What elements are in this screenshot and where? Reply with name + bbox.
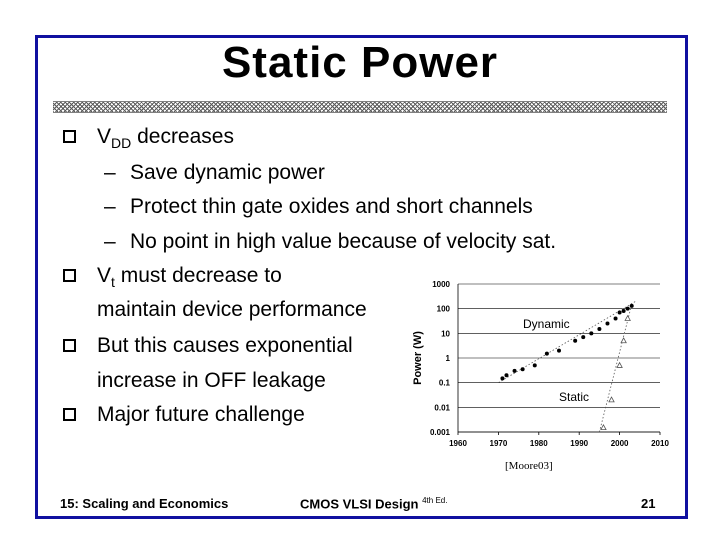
dynamic-data-point: [573, 338, 578, 343]
x-tick-label: 1980: [530, 439, 548, 448]
dash-glyph: –: [104, 195, 116, 218]
static-data-point: [624, 314, 631, 321]
dynamic-data-point: [512, 368, 517, 373]
dash-glyph: –: [104, 161, 116, 184]
x-tick-label: 1970: [490, 439, 508, 448]
static-data-point: [600, 424, 607, 431]
bullet-exponential-continuation: increase in OFF leakage: [97, 369, 326, 392]
slide-title: Static Power: [221, 38, 499, 87]
dynamic-data-point: [617, 310, 622, 315]
citation: [Moore03]: [505, 460, 553, 472]
title-divider: [53, 101, 667, 113]
y-tick-label: 100: [437, 305, 451, 314]
bullet-future-challenge: Major future challenge: [97, 403, 305, 426]
bullet-box-icon: [63, 269, 76, 282]
y-tick-label: 1: [446, 354, 451, 363]
static-data-point: [608, 396, 615, 403]
x-tick-label: 2010: [651, 439, 669, 448]
dynamic-annotation: Dynamic: [523, 317, 570, 331]
dynamic-data-point: [605, 321, 610, 326]
footer-course: CMOS VLSI Design 4th Ed.: [300, 496, 448, 512]
bullet-vt: Vt must decrease to: [97, 264, 282, 291]
bullet-box-icon: [63, 339, 76, 352]
trendline-dynamic: [498, 300, 636, 384]
dynamic-data-point: [520, 367, 525, 372]
dynamic-data-point: [613, 316, 618, 321]
vdd-subscript: DD: [111, 135, 132, 152]
y-tick-label: 0.01: [434, 403, 450, 412]
bullet-box-icon: [63, 408, 76, 421]
y-tick-label: 0.001: [430, 428, 451, 437]
footer-chapter: 15: Scaling and Economics: [60, 496, 229, 511]
dash-glyph: –: [104, 230, 116, 253]
dynamic-data-point: [589, 331, 594, 336]
x-tick-label: 2000: [611, 439, 629, 448]
chart-background: [405, 275, 672, 450]
static-data-point: [620, 337, 627, 344]
y-tick-label: 0.1: [439, 379, 451, 388]
y-tick-label: 10: [441, 329, 450, 338]
dynamic-data-point: [500, 376, 505, 381]
subitem-protect-oxides: Protect thin gate oxides and short chann…: [130, 195, 533, 218]
dynamic-data-point: [629, 303, 634, 308]
y-axis-label: Power (W): [412, 331, 424, 385]
bullet-exponential: But this causes exponential: [97, 334, 353, 357]
dynamic-data-point: [621, 309, 626, 314]
dynamic-data-point: [597, 326, 602, 331]
x-tick-label: 1990: [570, 439, 588, 448]
dynamic-data-point: [557, 348, 561, 353]
dynamic-data-point: [544, 351, 549, 356]
footer-page-number: 21: [641, 496, 656, 511]
dynamic-data-point: [532, 363, 537, 368]
dynamic-data-point: [625, 306, 630, 311]
subitem-save-dynamic: Save dynamic power: [130, 161, 325, 184]
vt-subscript: t: [111, 274, 115, 291]
bullet-vt-continuation: maintain device performance: [97, 298, 367, 321]
bullet-vdd: VDD decreases: [97, 125, 234, 152]
x-tick-label: 1960: [449, 439, 467, 448]
dynamic-data-point: [504, 373, 509, 378]
footer-edition: 4th Ed.: [422, 496, 448, 505]
trendline-static: [599, 304, 633, 433]
y-tick-label: 1000: [432, 280, 450, 289]
subitem-velocity-sat: No point in high value because of veloci…: [130, 230, 557, 253]
bullet-box-icon: [63, 130, 76, 143]
slide-frame: [35, 35, 688, 519]
static-annotation: Static: [559, 390, 589, 404]
static-data-point: [616, 361, 623, 368]
dynamic-data-point: [581, 335, 586, 340]
